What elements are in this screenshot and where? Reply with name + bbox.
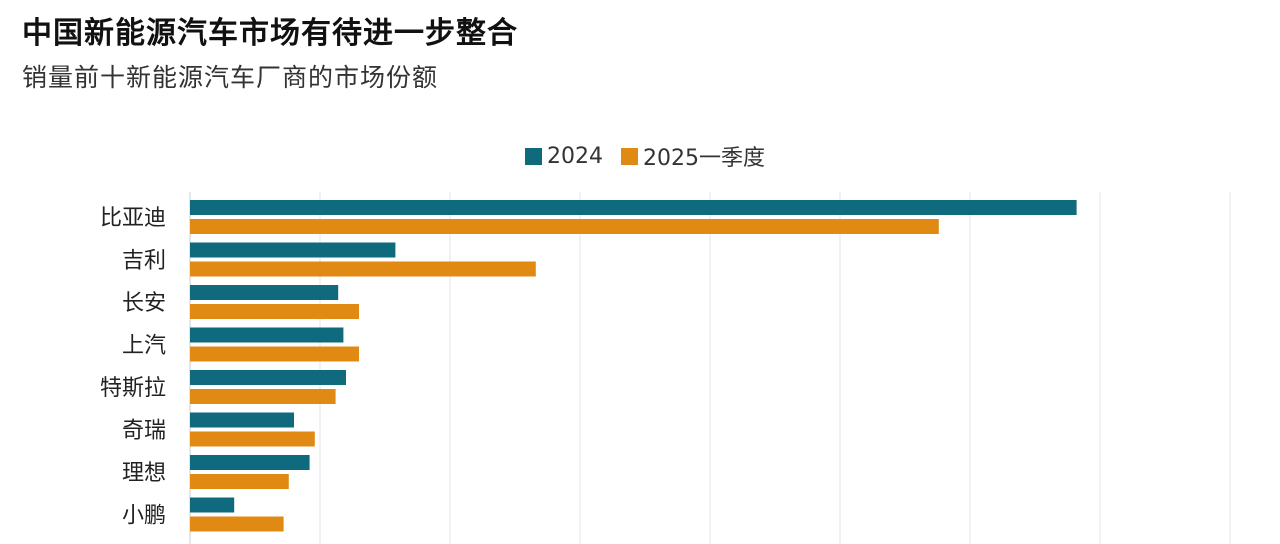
legend-label-2025q1: 2025一季度: [643, 146, 765, 171]
legend-swatch-2024: [525, 147, 542, 165]
bar-2025q1-5: [190, 431, 315, 447]
bar-2024-4: [190, 370, 346, 385]
bar-2025q1-0: [190, 219, 939, 234]
category-label-3: 上汽: [122, 334, 166, 359]
bar-2024-3: [190, 327, 344, 343]
category-label-6: 理想: [122, 461, 166, 486]
legend-swatch-2025q1: [621, 147, 638, 165]
bar-2024-6: [190, 455, 310, 470]
legend-item-2024: 2024: [525, 144, 603, 169]
bar-2025q1-1: [190, 261, 536, 277]
bar-2025q1-4: [190, 389, 336, 404]
category-label-5: 奇瑞: [122, 419, 166, 444]
legend: 2024 2025一季度: [525, 140, 783, 172]
category-label-1: 吉利: [122, 249, 166, 274]
bar-2025q1-6: [190, 474, 289, 489]
legend-label-2024: 2024: [547, 143, 603, 169]
category-label-0: 比亚迪: [100, 206, 166, 231]
bar-2024-7: [190, 497, 235, 513]
bar-2024-5: [190, 412, 294, 428]
chart-title: 中国新能源汽车市场有待进一步整合: [22, 16, 518, 51]
bar-2024-2: [190, 285, 339, 300]
bars: [190, 200, 1077, 532]
category-label-4: 特斯拉: [100, 376, 166, 401]
category-label-7: 小鹏: [122, 504, 166, 529]
bar-2025q1-7: [190, 516, 284, 532]
bar-2025q1-3: [190, 346, 359, 362]
bar-2025q1-2: [190, 304, 359, 319]
chart-subtitle: 销量前十新能源汽车厂商的市场份额: [22, 63, 439, 92]
bar-2024-0: [190, 200, 1077, 215]
category-label-2: 长安: [122, 291, 166, 316]
legend-item-2025q1: 2025一季度: [621, 140, 765, 172]
bar-2024-1: [190, 242, 396, 258]
